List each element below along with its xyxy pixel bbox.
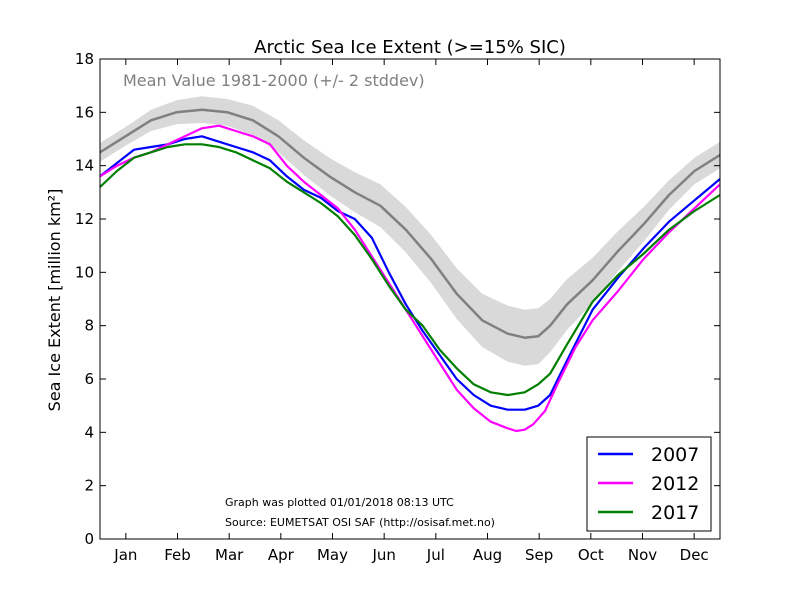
x-tick-label: Mar — [215, 546, 244, 564]
y-tick-label: 10 — [75, 263, 94, 281]
y-tick-label: 4 — [84, 423, 94, 441]
series-line-2012 — [99, 124, 721, 433]
legend-label-2007: 2007 — [651, 444, 699, 466]
legend-label-2017: 2017 — [651, 502, 699, 524]
x-tick-label: Oct — [578, 546, 604, 564]
mean-band-layer — [100, 96, 720, 366]
y-tick-label: 2 — [84, 477, 94, 495]
mean-line — [99, 108, 721, 339]
series-line-2017 — [99, 143, 721, 397]
x-tick-label: Aug — [473, 546, 502, 564]
x-tick-label: Jul — [426, 546, 445, 564]
x-tick-label: Jan — [113, 546, 137, 564]
y-axis-label: Sea Ice Extent [million km²] — [45, 189, 64, 412]
x-tick-label: May — [317, 546, 348, 564]
x-tick-label: Feb — [164, 546, 191, 564]
legend: 2007 2012 2017 — [586, 436, 712, 532]
annotation-source: Source: EUMETSAT OSI SAF (http://osisaf.… — [225, 516, 495, 529]
y-tick-label: 6 — [84, 370, 94, 388]
y-tick-label: 16 — [75, 103, 94, 121]
axis-ticks-layer: 0 2 4 6 8 10 12 14 16 18 Jan Feb Mar Apr May Jun Jul Aug S… — [75, 50, 720, 564]
y-tick-label: 8 — [84, 317, 94, 335]
x-tick-label: Dec — [680, 546, 709, 564]
y-tick-label: 18 — [75, 50, 94, 68]
legend-label-2012: 2012 — [651, 473, 699, 495]
x-tick-label: Nov — [628, 546, 657, 564]
annotation-plotted-date: Graph was plotted 01/01/2018 08:13 UTC — [225, 496, 454, 509]
y-tick-label: 14 — [75, 157, 94, 175]
x-tick-label: Sep — [525, 546, 553, 564]
y-tick-label: 0 — [84, 530, 94, 548]
plot-frame — [99, 58, 721, 540]
mean-value-label: Mean Value 1981-2000 (+/- 2 stddev) — [123, 71, 425, 90]
y-tick-label: 12 — [75, 210, 94, 228]
chart-title: Arctic Sea Ice Extent (>=15% SIC) — [254, 37, 566, 58]
x-tick-label: Jun — [371, 546, 395, 564]
series-line-2007 — [99, 135, 721, 411]
x-tick-label: Apr — [268, 546, 295, 564]
mean-stddev-band — [100, 96, 720, 366]
series-lines-layer — [99, 108, 721, 433]
